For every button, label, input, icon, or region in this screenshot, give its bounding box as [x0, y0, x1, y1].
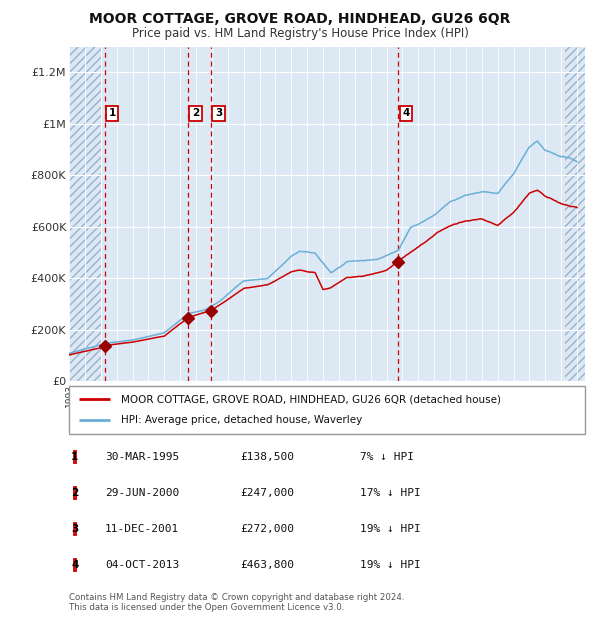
- Text: 30-MAR-1995: 30-MAR-1995: [105, 452, 179, 462]
- Text: 1: 1: [109, 108, 116, 118]
- Text: 11-DEC-2001: 11-DEC-2001: [105, 524, 179, 534]
- Text: £247,000: £247,000: [240, 488, 294, 498]
- Text: £463,800: £463,800: [240, 560, 294, 570]
- Text: 19% ↓ HPI: 19% ↓ HPI: [360, 560, 421, 570]
- Text: 2: 2: [192, 108, 199, 118]
- Text: 4: 4: [71, 560, 79, 570]
- Text: MOOR COTTAGE, GROVE ROAD, HINDHEAD, GU26 6QR: MOOR COTTAGE, GROVE ROAD, HINDHEAD, GU26…: [89, 12, 511, 27]
- Text: 3: 3: [215, 108, 222, 118]
- Text: 29-JUN-2000: 29-JUN-2000: [105, 488, 179, 498]
- Text: 17% ↓ HPI: 17% ↓ HPI: [360, 488, 421, 498]
- Text: HPI: Average price, detached house, Waverley: HPI: Average price, detached house, Wave…: [121, 415, 362, 425]
- Text: 1: 1: [71, 452, 79, 462]
- Text: Price paid vs. HM Land Registry's House Price Index (HPI): Price paid vs. HM Land Registry's House …: [131, 27, 469, 40]
- Text: 7% ↓ HPI: 7% ↓ HPI: [360, 452, 414, 462]
- Text: £272,000: £272,000: [240, 524, 294, 534]
- Text: £138,500: £138,500: [240, 452, 294, 462]
- Bar: [69, 46, 101, 381]
- Text: MOOR COTTAGE, GROVE ROAD, HINDHEAD, GU26 6QR (detached house): MOOR COTTAGE, GROVE ROAD, HINDHEAD, GU26…: [121, 394, 500, 404]
- Bar: [565, 46, 585, 381]
- Text: 04-OCT-2013: 04-OCT-2013: [105, 560, 179, 570]
- Text: 2: 2: [71, 488, 79, 498]
- Text: 19% ↓ HPI: 19% ↓ HPI: [360, 524, 421, 534]
- Text: 4: 4: [403, 108, 410, 118]
- Text: 3: 3: [71, 524, 79, 534]
- Text: Contains HM Land Registry data © Crown copyright and database right 2024.
This d: Contains HM Land Registry data © Crown c…: [69, 593, 404, 612]
